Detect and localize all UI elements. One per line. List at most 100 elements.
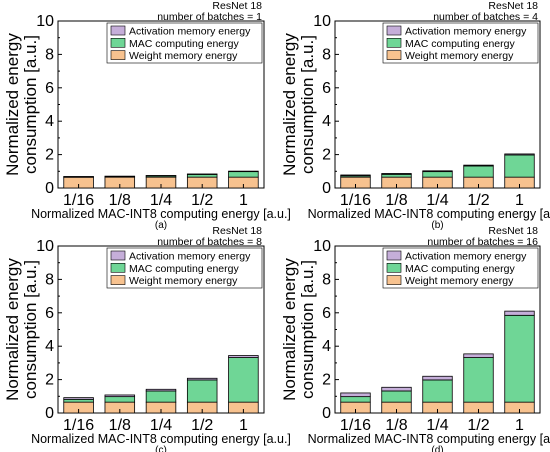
legend-label: MAC computing energy <box>405 38 515 50</box>
x-tick-label: 1/4 <box>426 417 448 434</box>
bar-activation-4 <box>228 355 259 358</box>
legend-label: MAC computing energy <box>405 263 515 275</box>
x-tick-label: 1/16 <box>340 417 371 434</box>
legend-swatch <box>110 250 126 261</box>
bar-activation-1 <box>104 394 136 398</box>
bar-mac-1 <box>104 396 136 403</box>
bar-activation-0 <box>340 392 371 398</box>
bar-activation-3 <box>186 377 218 381</box>
y-tick-label: 0 <box>322 180 331 197</box>
bar-mac-3 <box>463 165 494 178</box>
bar-mac-4 <box>504 314 535 403</box>
legend-swatch <box>110 50 126 60</box>
legend-label: Weight memory energy <box>405 50 514 62</box>
y-tick-label: 4 <box>45 338 54 355</box>
annotation-line: number of batches = 8 <box>157 236 262 248</box>
annotation-line: number of batches = 1 <box>157 11 262 23</box>
annotation-line: number of batches = 4 <box>433 11 538 23</box>
legend-swatch <box>110 37 126 48</box>
legend-swatch <box>386 25 402 36</box>
x-axis-title: Normalized MAC-INT8 computing energy [a.… <box>31 207 291 221</box>
bar-mac-0 <box>340 396 371 403</box>
bar-activation-4 <box>228 170 259 173</box>
bar-activation-1 <box>104 175 136 178</box>
bar-mac-2 <box>422 171 453 178</box>
y-tick-label: 10 <box>313 13 331 30</box>
bar-activation-3 <box>186 173 218 175</box>
y-tick-label: 2 <box>322 147 331 164</box>
legend-swatch <box>386 262 402 273</box>
y-tick-label: 0 <box>45 405 54 422</box>
y-axis-title: Normalized energyconsumption [a.u.] <box>280 33 317 176</box>
legend-swatch <box>110 25 126 36</box>
panel-label: (c) <box>155 445 167 452</box>
legend-label: Weight memory energy <box>129 275 238 287</box>
x-axis-title: Normalized MAC-INT8 computing energy [a.… <box>31 432 291 446</box>
bar-mac-4 <box>228 171 259 178</box>
panel-label: (a) <box>155 220 167 231</box>
x-tick-label: 1/4 <box>150 417 172 434</box>
x-tick-label: 1 <box>515 192 524 209</box>
x-tick-label: 1 <box>239 192 248 209</box>
x-tick-label: 1/8 <box>385 417 407 434</box>
panel-label: (b) <box>431 220 443 231</box>
x-axis-title: Normalized MAC-INT8 computing energy [a.… <box>308 207 550 221</box>
x-tick-label: 1/16 <box>340 192 371 209</box>
legend <box>382 247 539 289</box>
bar-activation-0 <box>63 397 94 400</box>
bar-mac-1 <box>381 390 412 403</box>
bar-activation-2 <box>145 388 177 392</box>
legend-swatch <box>386 50 402 60</box>
annotation-line: ResNet 18 <box>488 225 538 237</box>
annotation-line: ResNet 18 <box>488 0 538 12</box>
y-tick-label: 4 <box>322 338 331 355</box>
y-tick-label: 10 <box>36 13 54 30</box>
legend-label: Activation memory energy <box>129 26 251 38</box>
x-tick-label: 1/2 <box>467 417 489 434</box>
bar-activation-4 <box>504 153 535 156</box>
bar-mac-2 <box>145 390 177 403</box>
y-tick-label: 8 <box>45 271 54 288</box>
bar-activation-2 <box>145 175 177 177</box>
y-tick-label: 2 <box>45 372 54 389</box>
bar-activation-0 <box>63 176 94 178</box>
bar-activation-2 <box>422 170 453 173</box>
bar-activation-1 <box>381 386 412 392</box>
legend-swatch <box>386 250 402 261</box>
bar-activation-4 <box>504 310 535 316</box>
y-axis-title: Normalized energyconsumption [a.u.] <box>280 258 317 401</box>
y-tick-label: 2 <box>45 147 54 164</box>
y-tick-label: 6 <box>45 305 54 322</box>
bar-mac-3 <box>186 379 218 403</box>
x-tick-label: 1 <box>515 417 524 434</box>
legend-label: Activation memory energy <box>405 26 527 38</box>
legend <box>106 247 263 289</box>
y-tick-label: 6 <box>322 80 331 97</box>
y-tick-label: 0 <box>322 405 331 422</box>
y-axis-title: Normalized energyconsumption [a.u.] <box>3 33 40 176</box>
legend <box>382 22 539 64</box>
legend-label: Weight memory energy <box>405 275 514 287</box>
bar-activation-3 <box>463 353 494 358</box>
legend-swatch <box>386 275 402 285</box>
y-tick-label: 10 <box>313 238 331 255</box>
legend-label: Weight memory energy <box>129 50 238 62</box>
bar-activation-0 <box>340 174 371 177</box>
x-tick-label: 1/2 <box>467 192 489 209</box>
x-tick-label: 1 <box>239 417 248 434</box>
x-tick-label: 1/4 <box>150 192 172 209</box>
legend-swatch <box>110 262 126 273</box>
x-tick-label: 1/2 <box>191 417 213 434</box>
x-tick-label: 1/16 <box>63 192 94 209</box>
y-tick-label: 0 <box>45 180 54 197</box>
bar-activation-3 <box>463 164 494 167</box>
y-tick-label: 8 <box>322 46 331 63</box>
legend-swatch <box>386 37 402 48</box>
legend <box>106 22 263 64</box>
x-tick-label: 1/2 <box>191 192 213 209</box>
bar-activation-2 <box>422 375 453 381</box>
